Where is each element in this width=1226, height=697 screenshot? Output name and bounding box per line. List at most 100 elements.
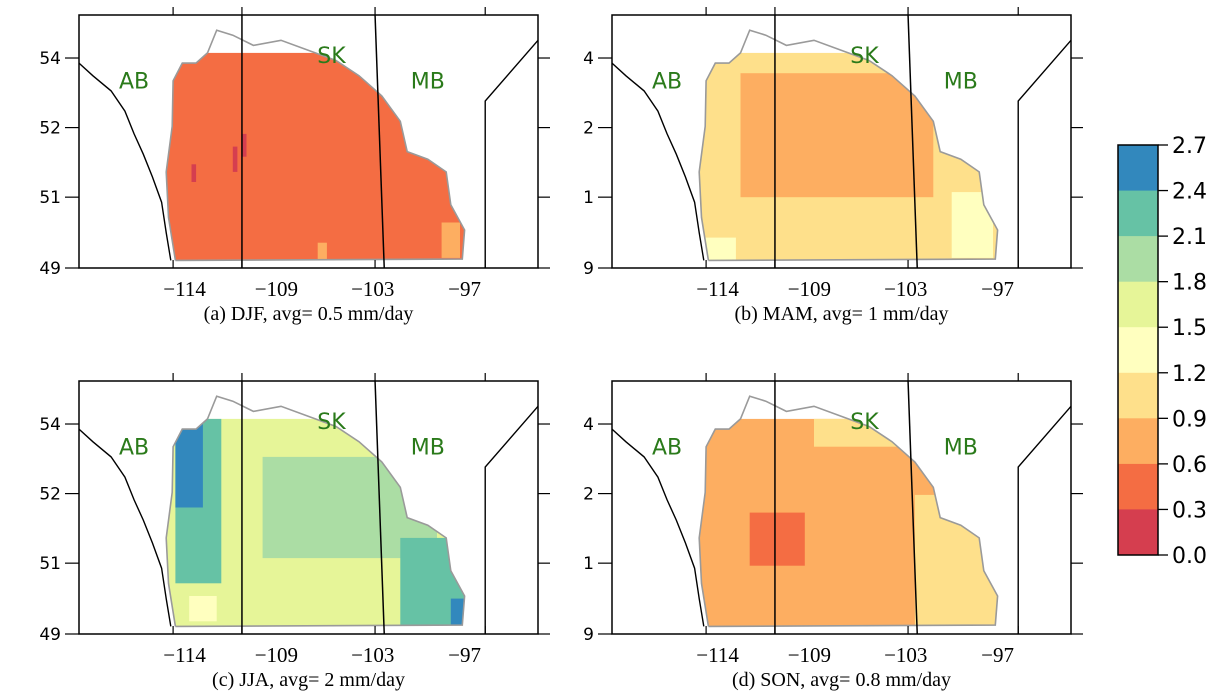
y-tick-label: 1 — [583, 188, 594, 208]
panel-caption: (c) JJA, avg= 2 mm/day — [212, 669, 405, 691]
precip-class-patch — [175, 418, 203, 508]
colorbar-swatch — [1118, 463, 1158, 510]
precip-class-patch — [749, 512, 805, 566]
map-panel-c: 54 52 51 49 −114 −109 −103 −97 AB SK MB (c) JJA, av… — [39, 373, 550, 691]
province-label-ab: AB — [119, 69, 149, 94]
y-tick-label: 4 — [583, 415, 594, 435]
x-tick-label: −97 — [981, 643, 1014, 667]
x-tick-label: −109 — [255, 643, 298, 667]
sk-mb-border — [374, 14, 385, 269]
western-boundary — [78, 62, 172, 261]
precip-class-patch — [951, 192, 993, 258]
province-label-mb: MB — [944, 69, 978, 94]
x-tick-label: −109 — [255, 277, 298, 301]
y-tick-label: 52 — [39, 485, 61, 505]
colorbar-swatch — [1118, 372, 1158, 419]
colorbar-tick-label: 0.3 — [1172, 498, 1207, 523]
map-panel-d: 4 2 1 9 −114 −109 −103 −97 AB SK MB (d) SON, avg= 0… — [583, 373, 1083, 691]
province-label-ab: AB — [652, 435, 682, 460]
precip-class-patch — [914, 494, 998, 627]
y-tick-label: 49 — [39, 259, 61, 279]
x-tick-label: −114 — [163, 277, 206, 301]
x-tick-label: −114 — [163, 643, 206, 667]
panel-frame — [611, 380, 1072, 635]
province-label-sk: SK — [317, 410, 346, 435]
province-label-sk: SK — [850, 410, 879, 435]
x-tick-label: −103 — [884, 643, 927, 667]
colorbar-tick-label: 1.5 — [1172, 316, 1207, 341]
basin-boundary — [698, 395, 999, 628]
eastern-boundary — [1017, 405, 1072, 634]
colorbar-swatch — [1118, 327, 1158, 374]
y-tick-label: 1 — [583, 554, 594, 574]
province-label-sk: SK — [317, 44, 346, 69]
colorbar-tick-label: 0.9 — [1172, 407, 1207, 432]
y-tick-label: 49 — [39, 625, 61, 645]
x-tick-label: −114 — [696, 277, 739, 301]
province-label-ab: AB — [119, 435, 149, 460]
precip-class-patch — [740, 73, 934, 198]
western-boundary — [611, 62, 705, 261]
map-panel-b: 4 2 1 9 −114 −109 −103 −97 AB SK MB (b) MAM, avg= 1… — [583, 7, 1083, 325]
precip-class-patch — [450, 598, 465, 627]
y-tick-label: 51 — [39, 554, 61, 574]
y-tick-label: 2 — [583, 119, 594, 139]
y-tick-label: 9 — [583, 625, 594, 645]
panel-frame — [611, 14, 1072, 269]
western-boundary — [611, 428, 705, 627]
panel-caption: (a) DJF, avg= 0.5 mm/day — [204, 303, 414, 325]
y-tick-label: 2 — [583, 485, 594, 505]
colorbar-tick-label: 2.7 — [1172, 134, 1207, 159]
colorbar-swatch — [1118, 236, 1158, 283]
colorbar-tick-label: 2.4 — [1172, 180, 1207, 205]
y-tick-label: 54 — [39, 49, 61, 69]
precip-class-patch — [232, 146, 238, 172]
x-tick-label: −103 — [351, 277, 394, 301]
colorbar-swatch — [1118, 418, 1158, 465]
sk-mb-border — [907, 380, 918, 635]
precip-class-patch — [441, 222, 460, 258]
colorbar-tick-label: 1.2 — [1172, 362, 1207, 387]
x-tick-label: −103 — [884, 277, 927, 301]
y-tick-label: 51 — [39, 188, 61, 208]
province-label-sk: SK — [850, 44, 879, 69]
panel-frame — [78, 380, 539, 635]
x-tick-label: −109 — [788, 277, 831, 301]
colorbar: 2.7 2.4 2.1 1.8 1.5 1.2 0.9 0.6 0.3 0.0 — [1117, 134, 1207, 569]
x-tick-label: −109 — [788, 643, 831, 667]
colorbar-tick-label: 0.6 — [1172, 453, 1207, 478]
colorbar-swatch — [1118, 509, 1158, 556]
western-boundary — [78, 428, 172, 627]
precip-class-patch — [191, 164, 197, 182]
x-tick-label: −114 — [696, 643, 739, 667]
colorbar-frame — [1117, 144, 1159, 556]
province-label-mb: MB — [411, 69, 445, 94]
colorbar-swatch — [1118, 190, 1158, 237]
x-tick-label: −97 — [448, 643, 481, 667]
eastern-boundary — [484, 39, 539, 268]
sk-mb-border — [374, 380, 385, 635]
y-tick-label: 52 — [39, 119, 61, 139]
precip-class-patch — [189, 596, 217, 622]
colorbar-swatch — [1118, 281, 1158, 328]
x-tick-label: −97 — [448, 277, 481, 301]
panel-caption: (b) MAM, avg= 1 mm/day — [734, 303, 948, 325]
eastern-boundary — [484, 405, 539, 634]
province-label-mb: MB — [944, 435, 978, 460]
x-tick-label: −103 — [351, 643, 394, 667]
colorbar-tick-label: 0.0 — [1172, 544, 1207, 569]
basin-boundary — [698, 29, 999, 262]
y-tick-label: 9 — [583, 259, 594, 279]
colorbar-tick-label: 2.1 — [1172, 225, 1207, 250]
x-tick-label: −97 — [981, 277, 1014, 301]
map-panel-a: 54 52 51 49 −114 −109 −103 −97 AB SK MB (a) DJF, av… — [39, 7, 550, 325]
precip-class-patch — [241, 133, 247, 157]
eastern-boundary — [1017, 39, 1072, 268]
precip-class-patch — [703, 237, 736, 261]
colorbar-tick-label: 1.8 — [1172, 271, 1207, 296]
y-tick-label: 4 — [583, 49, 594, 69]
province-label-ab: AB — [652, 69, 682, 94]
y-tick-label: 54 — [39, 415, 61, 435]
colorbar-swatch — [1118, 145, 1158, 192]
